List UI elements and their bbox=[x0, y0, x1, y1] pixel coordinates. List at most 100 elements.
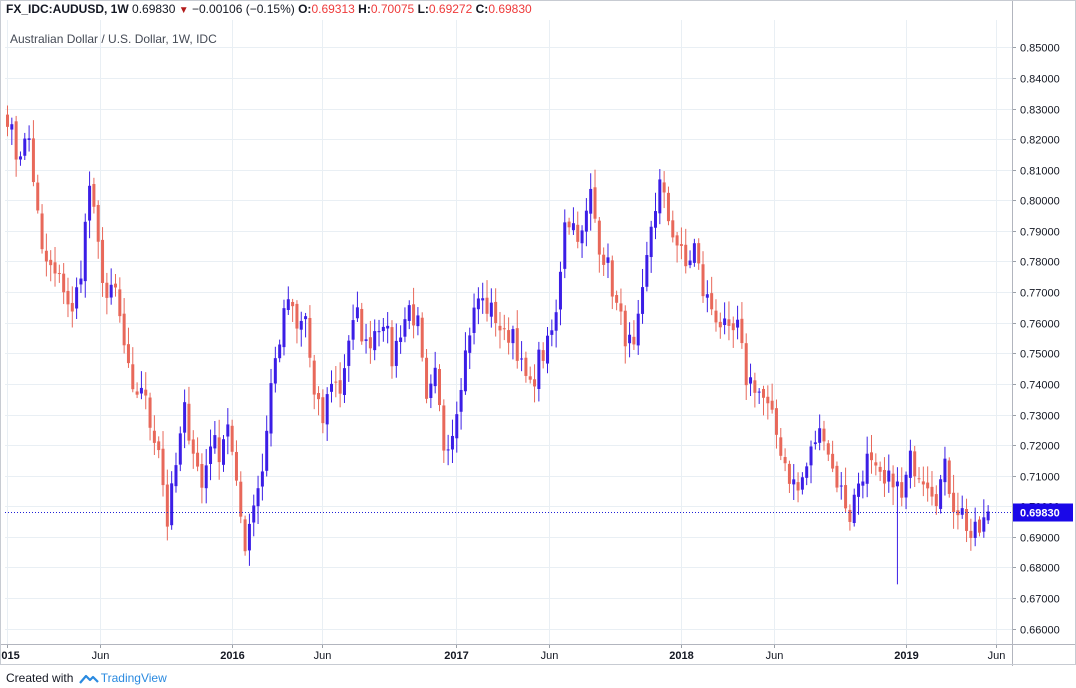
candle-body bbox=[619, 303, 623, 312]
candle-body bbox=[546, 335, 549, 364]
candle-body bbox=[40, 213, 44, 250]
candle-body bbox=[861, 481, 865, 486]
candle-body bbox=[178, 433, 182, 465]
candle-body bbox=[174, 465, 178, 487]
candle-body bbox=[641, 287, 645, 314]
candle-body bbox=[947, 460, 951, 494]
candle-body bbox=[597, 220, 601, 255]
candle-body bbox=[286, 299, 290, 310]
candle-body bbox=[481, 298, 485, 301]
candle-body bbox=[394, 340, 398, 366]
candle-body bbox=[710, 293, 714, 310]
y-tick-label: 0.80000 bbox=[1020, 196, 1060, 208]
time-axis[interactable]: 2015 Jun 2016 Jun 2017 Jun 2018 Jun 2019 Jun bbox=[0, 0, 1076, 665]
candle-body bbox=[122, 313, 126, 346]
candle-body bbox=[528, 376, 532, 380]
price-axis[interactable]: 0.660000.670000.680000.690000.700000.710… bbox=[5, 0, 1073, 666]
last-price-tag bbox=[1013, 503, 1073, 522]
footer: Created with TradingView bbox=[6, 670, 167, 686]
candle-body bbox=[489, 302, 493, 317]
candle-body bbox=[848, 509, 852, 522]
candle-body bbox=[887, 470, 891, 482]
candle-body bbox=[684, 244, 688, 267]
candle-body bbox=[416, 315, 420, 327]
y-tick-label: 0.78000 bbox=[1020, 257, 1060, 269]
candles-layer bbox=[6, 105, 990, 585]
candle-body bbox=[308, 317, 312, 358]
candle-body bbox=[632, 336, 636, 345]
y-tick-label: 0.81000 bbox=[1020, 166, 1060, 178]
candle-body bbox=[654, 211, 657, 228]
candle-body bbox=[66, 290, 70, 305]
candle-body bbox=[831, 453, 835, 469]
candle-body bbox=[576, 224, 580, 242]
candle-body bbox=[355, 307, 359, 319]
y-tick-label: 0.67000 bbox=[1020, 594, 1060, 606]
candle-body bbox=[878, 466, 882, 472]
candle-body bbox=[740, 318, 744, 344]
low-label: L: bbox=[417, 2, 429, 16]
candle-body bbox=[18, 156, 22, 160]
candle-body bbox=[813, 442, 817, 445]
candle-body bbox=[446, 449, 450, 451]
candle-body bbox=[265, 430, 269, 471]
tradingview-brand[interactable]: TradingView bbox=[100, 671, 167, 685]
close-value: 0.69830 bbox=[488, 2, 532, 16]
candle-body bbox=[70, 302, 74, 312]
candle-body bbox=[965, 509, 969, 531]
candle-body bbox=[982, 517, 986, 532]
candle-body bbox=[157, 441, 161, 451]
candle-body bbox=[14, 121, 18, 160]
y-tick-label: 0.74000 bbox=[1020, 380, 1060, 392]
candle-body bbox=[628, 334, 632, 344]
candle-body bbox=[334, 381, 338, 383]
candle-body bbox=[558, 271, 562, 310]
candle-body bbox=[796, 482, 800, 491]
candle-body bbox=[762, 388, 765, 398]
candle-body bbox=[455, 414, 459, 439]
candle-body bbox=[226, 424, 230, 437]
x-tick-label: 2017 bbox=[444, 650, 468, 662]
candle-body bbox=[450, 435, 454, 450]
candle-body bbox=[835, 465, 839, 488]
candle-body bbox=[697, 243, 701, 264]
candle-body bbox=[800, 477, 804, 490]
candle-body bbox=[234, 451, 238, 481]
candle-body bbox=[524, 357, 528, 376]
candle-body bbox=[623, 310, 627, 347]
candle-body bbox=[368, 337, 372, 349]
candle-body bbox=[144, 389, 148, 396]
candle-body bbox=[571, 223, 575, 231]
candle-body bbox=[433, 367, 437, 387]
candle-body bbox=[757, 391, 761, 393]
candle-body bbox=[537, 349, 541, 389]
candle-body bbox=[882, 469, 886, 484]
candle-body bbox=[857, 483, 861, 497]
candle-body bbox=[62, 273, 66, 293]
y-tick-label: 0.79000 bbox=[1020, 227, 1060, 239]
x-tick-label: Jun bbox=[314, 650, 332, 662]
candle-body bbox=[930, 486, 934, 497]
candle-body bbox=[744, 343, 748, 386]
candle-body bbox=[92, 184, 96, 207]
x-tick-label: Jun bbox=[988, 650, 1006, 662]
candle-body bbox=[31, 138, 35, 183]
candle-body bbox=[900, 482, 904, 498]
candlestick-chart[interactable]: Australian Dollar / U.S. Dollar, 1W, IDC… bbox=[0, 0, 1076, 666]
candle-body bbox=[978, 519, 981, 533]
candle-body bbox=[183, 402, 187, 433]
candle-body bbox=[934, 494, 938, 507]
candle-body bbox=[96, 204, 100, 242]
candle-body bbox=[425, 357, 429, 399]
candle-body bbox=[502, 328, 506, 330]
candle-body bbox=[463, 350, 467, 392]
candle-body bbox=[956, 510, 960, 516]
y-tick-label: 0.71000 bbox=[1020, 472, 1060, 484]
candle-body bbox=[602, 254, 606, 265]
candle-body bbox=[299, 320, 303, 330]
candle-body bbox=[865, 453, 869, 484]
candle-body bbox=[57, 273, 61, 275]
candle-body bbox=[874, 462, 878, 466]
candle-body bbox=[770, 400, 774, 410]
candle-body bbox=[727, 319, 731, 326]
